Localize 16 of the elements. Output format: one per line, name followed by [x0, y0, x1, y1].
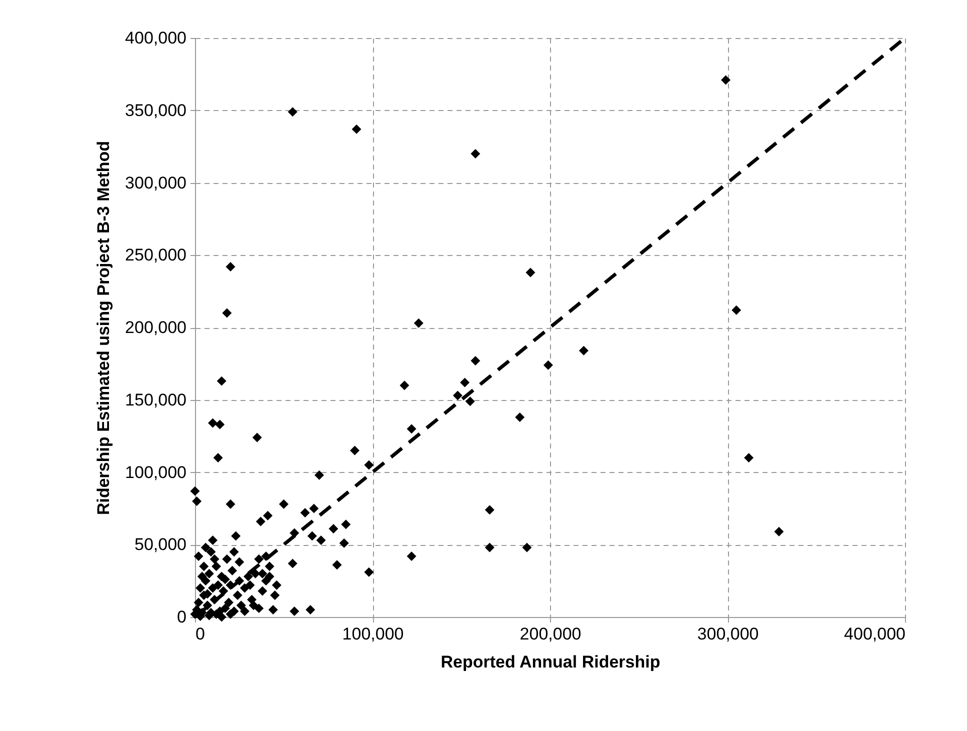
y-tick-label: 100,000	[125, 462, 186, 482]
y-axis-title: Ridership Estimated using Project B-3 Method	[94, 140, 114, 516]
x-tick-label: 0	[196, 624, 205, 644]
y-tick-label: 200,000	[125, 318, 186, 337]
y-tick-label: 0	[177, 608, 186, 626]
y-tick-label: 250,000	[125, 246, 186, 265]
x-tick-label: 100,000	[342, 624, 404, 644]
y-tick-label: 150,000	[125, 390, 186, 410]
x-tick-label: 400,000	[844, 624, 906, 644]
x-tick-label: 300,000	[697, 624, 759, 644]
y-tick-label: 50,000	[134, 535, 186, 554]
y-tick-label: 400,000	[125, 28, 186, 48]
x-tick-label: 200,000	[520, 624, 582, 644]
x-axis-title: Reported Annual Ridership	[440, 652, 660, 672]
y-tick-label: 300,000	[125, 173, 186, 192]
y-tick-label: 350,000	[125, 100, 186, 120]
